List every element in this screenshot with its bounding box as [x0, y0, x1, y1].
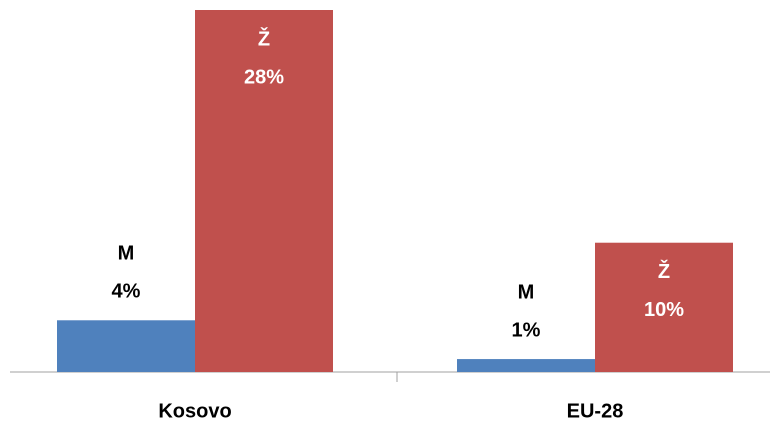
data-label-name: M: [518, 281, 535, 303]
data-label: 10%: [644, 299, 684, 321]
x-tick-label: EU-28: [567, 400, 624, 421]
bar: [57, 320, 195, 372]
data-label: 4%: [112, 281, 141, 303]
data-label-name: Ž: [258, 26, 270, 50]
bar: [195, 10, 333, 372]
bar: [457, 359, 595, 372]
data-label-name: M: [118, 243, 135, 265]
data-label-name: Ž: [658, 259, 670, 283]
x-tick-label: Kosovo: [158, 400, 231, 421]
data-label: 1%: [512, 319, 541, 341]
bar: [595, 242, 733, 372]
data-label: 28%: [244, 66, 284, 88]
